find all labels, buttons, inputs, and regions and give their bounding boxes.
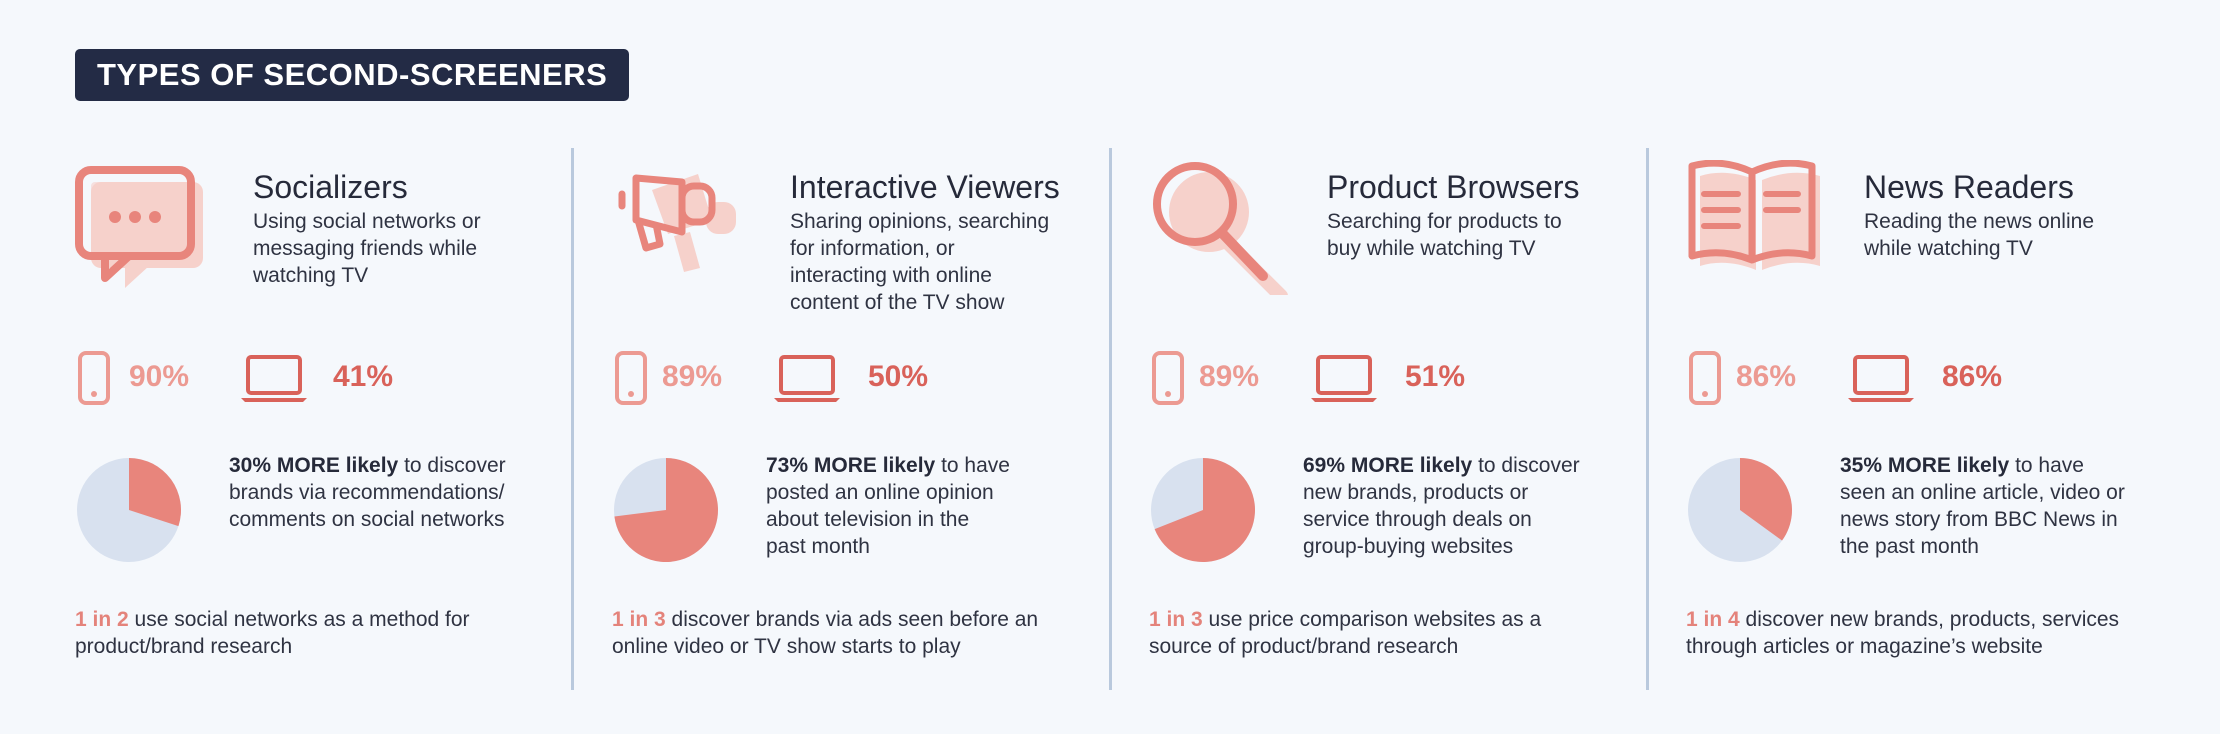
stat-text: 69% MORE likely to discover new brands, … [1303,452,1623,560]
mobile-percentage: 90% [129,360,190,393]
laptop-percentage: 86% [1942,360,2003,393]
column-divider [1109,148,1112,690]
laptop-percentage: 50% [868,360,929,393]
footnote-ratio: 1 in 2 [75,608,129,631]
segment-interactive-viewers: Interactive Viewers Sharing opinions, se… [612,160,1092,680]
footnote-detail: use price comparison websites as a sourc… [1149,608,1542,658]
segment-name: Product Browsers [1327,169,1580,205]
footnote-detail: discover brands via ads seen before an o… [612,608,1039,658]
pie-slice [614,458,718,562]
chat-bubble-icon [75,160,215,300]
laptop-percentage: 51% [1405,360,1466,393]
footnote: 1 in 4 discover new brands, products, se… [1686,606,2176,660]
page-title: TYPES OF SECOND-SCREENERS [97,57,608,92]
megaphone-icon [612,160,752,300]
stat-highlight: 35% MORE likely [1840,454,2010,477]
page-title-banner: TYPES OF SECOND-SCREENERS [75,49,630,101]
stat-text: 35% MORE likely to have seen an online a… [1840,452,2160,560]
segment-description: Using social networks or messaging frien… [253,210,481,287]
pie-chart [1149,456,1257,569]
footnote-ratio: 1 in 4 [1686,608,1740,631]
laptop-icon [239,354,309,409]
segment-product-browsers: Product Browsers Searching for products … [1149,160,1629,680]
stat-highlight: 69% MORE likely [1303,454,1473,477]
segment-description: Sharing opinions, searching for informat… [790,210,1050,314]
laptop-icon [1309,354,1379,409]
mobile-percentage: 86% [1736,360,1797,393]
footnote: 1 in 2 use social networks as a method f… [75,606,565,660]
column-divider [1646,148,1649,690]
laptop-icon [772,354,842,409]
mobile-phone-icon [77,350,111,411]
segment-name: Socializers [253,169,408,205]
stat-detail: to discover brands via recommendations/ … [229,454,506,531]
footnote-ratio: 1 in 3 [1149,608,1203,631]
column-divider [571,148,574,690]
pie-slice [1154,458,1255,562]
segment-news-readers: News Readers Reading the news online whi… [1686,159,2166,680]
footnote: 1 in 3 discover brands via ads seen befo… [612,606,1102,660]
laptop-percentage: 41% [333,360,394,393]
mobile-phone-icon [1151,350,1185,411]
segment-description: Reading the news online while watching T… [1864,210,2094,260]
pie-chart [612,456,720,569]
mobile-percentage: 89% [1199,360,1260,393]
pie-slice [129,458,181,527]
footnote-detail: discover new brands, products, services … [1686,608,2120,658]
mobile-phone-icon [1688,350,1722,411]
pie-chart [75,456,183,569]
stat-text: 73% MORE likely to have posted an online… [766,452,1086,560]
pie-slice [1740,458,1792,541]
stat-highlight: 73% MORE likely [766,454,936,477]
open-book-icon [1686,159,1836,300]
stat-detail: to have seen an online article, video or… [1840,454,2125,558]
stat-detail: to discover new brands, products or serv… [1303,454,1580,558]
mobile-percentage: 89% [662,360,723,393]
footnote: 1 in 3 use price comparison websites as … [1149,606,1639,660]
mobile-phone-icon [614,350,648,411]
segment-description: Searching for products to buy while watc… [1327,210,1562,260]
footnote-ratio: 1 in 3 [612,608,666,631]
stat-detail: to have posted an online opinion about t… [766,454,1010,558]
segment-socializers: Socializers Using social networks or mes… [75,160,555,680]
segment-name: News Readers [1864,169,2074,205]
stat-highlight: 30% MORE likely [229,454,399,477]
stat-text: 30% MORE likely to discover brands via r… [229,452,549,533]
segment-name: Interactive Viewers [790,169,1060,205]
pie-chart [1686,456,1794,569]
footnote-detail: use social networks as a method for prod… [75,608,470,658]
magnifier-icon [1149,160,1289,303]
laptop-icon [1846,354,1916,409]
